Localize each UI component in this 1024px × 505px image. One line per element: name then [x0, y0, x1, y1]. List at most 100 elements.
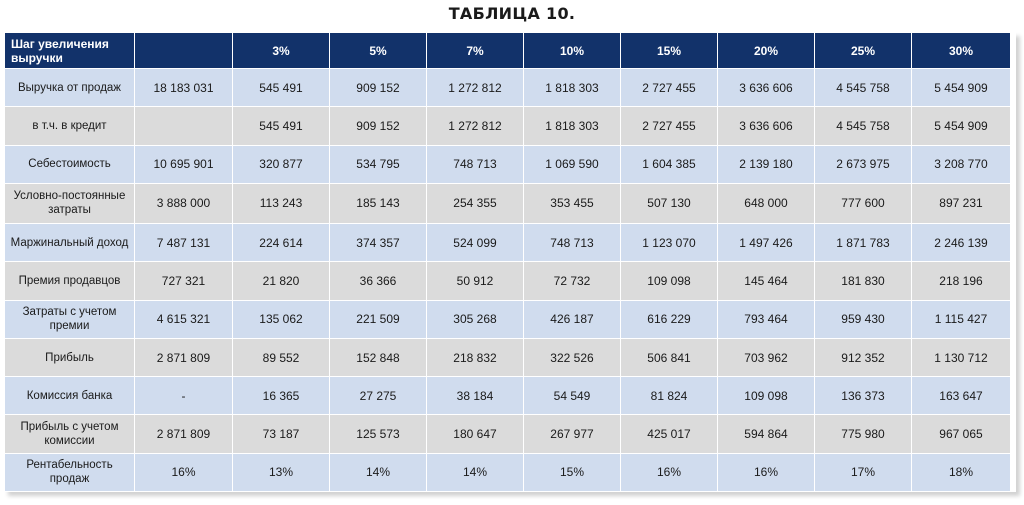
row-label: Рентабельность продаж [4, 452, 135, 493]
data-table: Шаг увеличения выручки 3% 5% 7% 10% 15% 20% 25%… [4, 32, 1011, 493]
table-cell: 703 962 [717, 337, 815, 378]
header-cell-label: Шаг увеличения выручки [4, 32, 135, 69]
table-cell: 4 545 758 [814, 67, 912, 108]
table-cell: 3 208 770 [911, 144, 1011, 184]
table-cell [134, 106, 233, 146]
table-cell: 2 673 975 [814, 144, 912, 184]
table-cell: 113 243 [232, 182, 330, 225]
table-cell: 353 455 [523, 182, 621, 225]
table-cell: 72 732 [523, 261, 621, 301]
table-cell: 305 268 [426, 299, 524, 339]
table-cell: 5 454 909 [911, 106, 1011, 146]
table-cell: 506 841 [620, 337, 718, 378]
table-cell: 54 549 [523, 376, 621, 416]
row-label: в т.ч. в кредит [4, 106, 135, 146]
table-row: Выручка от продаж 18 183 031 545 491 909 15… [4, 67, 1011, 108]
table-cell: 967 065 [911, 414, 1011, 454]
table-cell: 13% [232, 452, 330, 493]
table-cell: 16 365 [232, 376, 330, 416]
table-cell: 616 229 [620, 299, 718, 339]
table-cell: 1 130 712 [911, 337, 1011, 378]
table-cell: 594 864 [717, 414, 815, 454]
table-cell: 7 487 131 [134, 223, 233, 263]
table-cell: 27 275 [329, 376, 427, 416]
table-cell: 2 727 455 [620, 67, 718, 108]
table-cell: 180 647 [426, 414, 524, 454]
table-cell: 224 614 [232, 223, 330, 263]
table-cell: 1 069 590 [523, 144, 621, 184]
table-header-row: Шаг увеличения выручки 3% 5% 7% 10% 15% 20% 25%… [4, 32, 1011, 69]
table-cell: 426 187 [523, 299, 621, 339]
table-cell: 89 552 [232, 337, 330, 378]
table-cell: 534 795 [329, 144, 427, 184]
table-cell: 1 871 783 [814, 223, 912, 263]
table-cell: 777 600 [814, 182, 912, 225]
table-cell: 909 152 [329, 106, 427, 146]
table-cell: 109 098 [717, 376, 815, 416]
table-cell: 136 373 [814, 376, 912, 416]
table-cell: 3 636 606 [717, 67, 815, 108]
table-body: Выручка от продаж 18 183 031 545 491 909 15… [4, 67, 1011, 493]
table-row: Себестоимость 10 695 901 320 877 534 795 748… [4, 144, 1011, 184]
table-cell: 320 877 [232, 144, 330, 184]
table-cell: 4 545 758 [814, 106, 912, 146]
header-cell [134, 32, 233, 69]
header-cell: 10% [523, 32, 621, 69]
table-cell: 2 246 139 [911, 223, 1011, 263]
header-cell: 3% [232, 32, 330, 69]
table-cell: 109 098 [620, 261, 718, 301]
table-cell: 4 615 321 [134, 299, 233, 339]
table-row: Рентабельность продаж 16% 13% 14% 14% 15% 16% 1… [4, 452, 1011, 493]
header-cell: 5% [329, 32, 427, 69]
table-cell: 36 366 [329, 261, 427, 301]
table-row: в т.ч. в кредит 545 491 909 152 1 272 812 1 … [4, 106, 1011, 146]
table-cell: 185 143 [329, 182, 427, 225]
table-row: Премия продавцов 727 321 21 820 36 366 50 91… [4, 261, 1011, 301]
table-cell: 18 183 031 [134, 67, 233, 108]
table-cell: 2 871 809 [134, 337, 233, 378]
table-cell: 897 231 [911, 182, 1011, 225]
table-cell: 374 357 [329, 223, 427, 263]
table-cell: 2 871 809 [134, 414, 233, 454]
table-cell: 218 196 [911, 261, 1011, 301]
table-cell: 545 491 [232, 106, 330, 146]
table-cell: 135 062 [232, 299, 330, 339]
table-cell: 727 321 [134, 261, 233, 301]
table-cell: 16% [620, 452, 718, 493]
table-cell: 959 430 [814, 299, 912, 339]
table-cell: 50 912 [426, 261, 524, 301]
table-cell: 425 017 [620, 414, 718, 454]
table-cell: 775 980 [814, 414, 912, 454]
table-cell: 10 695 901 [134, 144, 233, 184]
row-label: Условно-постоянные затраты [4, 182, 135, 225]
table-title: ТАБЛИЦА 10. [448, 4, 576, 23]
table-cell: 181 830 [814, 261, 912, 301]
table-cell: 5 454 909 [911, 67, 1011, 108]
table-cell: 3 888 000 [134, 182, 233, 225]
header-cell: 30% [911, 32, 1011, 69]
table-row: Прибыль с учетом комиссии 2 871 809 73 187… [4, 414, 1011, 454]
table-cell: 17% [814, 452, 912, 493]
table-cell: 748 713 [523, 223, 621, 263]
table-cell: 909 152 [329, 67, 427, 108]
table-cell: - [134, 376, 233, 416]
table-cell: 15% [523, 452, 621, 493]
table-cell: 14% [426, 452, 524, 493]
header-cell: 15% [620, 32, 718, 69]
table-cell: 16% [717, 452, 815, 493]
table-cell: 267 977 [523, 414, 621, 454]
table-cell: 152 848 [329, 337, 427, 378]
table-cell: 218 832 [426, 337, 524, 378]
table-cell: 254 355 [426, 182, 524, 225]
table-cell: 507 130 [620, 182, 718, 225]
table-cell: 1 497 426 [717, 223, 815, 263]
table-cell: 145 464 [717, 261, 815, 301]
row-label: Прибыль [4, 337, 135, 378]
row-label: Затраты с учетом премии [4, 299, 135, 339]
table-cell: 748 713 [426, 144, 524, 184]
table-cell: 125 573 [329, 414, 427, 454]
table-cell: 3 636 606 [717, 106, 815, 146]
table-cell: 1 123 070 [620, 223, 718, 263]
table-cell: 524 099 [426, 223, 524, 263]
table-cell: 1 115 427 [911, 299, 1011, 339]
